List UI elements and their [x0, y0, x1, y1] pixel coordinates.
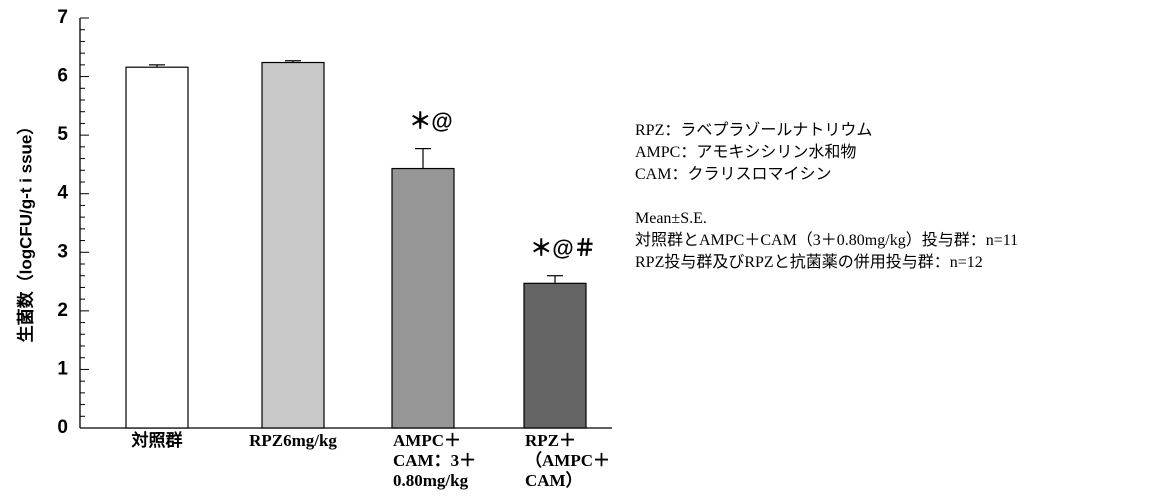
y-tick-label: 5: [57, 124, 68, 145]
x-category-label: RPZ6mg/kg: [249, 431, 337, 450]
bar-chart: 生菌数（logCFU/g-t i ssue） 0 1 2 3 4 5 6 7 ＊@ ＊@＃ 対照…: [15, 7, 612, 490]
bar: [125, 66, 189, 429]
y-tick-label: 7: [57, 7, 68, 28]
x-category-label: 対照群: [131, 430, 183, 450]
stats-line: RPZ投与群及びRPZと抗菌薬の併用投与群：n=12: [635, 254, 983, 271]
stats-line: 対照群とAMPC＋CAM（3＋0.80mg/kg）投与群：n=11: [635, 232, 1019, 249]
y-tick-label: 2: [57, 300, 68, 321]
abbreviation-line: AMPC：アモキシシリン水和物: [635, 144, 857, 161]
x-category-label: AMPC＋: [393, 431, 461, 450]
category-labels: 対照群 RPZ6mg/kg AMPC＋CAM：3＋0.80mg/kg RPZ＋（AMP…: [131, 430, 610, 490]
y-tick-label: 0: [57, 417, 68, 438]
bar: [261, 61, 325, 429]
y-tick-label: 1: [57, 358, 68, 379]
legend: RPZ：ラベプラゾールナトリウム AMPC：アモキシシリン水和物 CAM：クラリ…: [635, 120, 1150, 274]
y-tick-label: 4: [57, 183, 68, 204]
x-category-label: RPZ＋: [525, 431, 576, 450]
x-category-label: CAM）: [525, 470, 583, 490]
bars: ＊@ ＊@＃: [125, 60, 596, 429]
abbreviation-line: CAM：クラリスロマイシン: [635, 166, 832, 183]
legend-spacer: [635, 186, 1150, 208]
bar: [523, 282, 587, 429]
y-tick-label: 3: [57, 241, 68, 262]
significance-mark: ＊@＃: [530, 236, 595, 261]
stats-line: Mean±S.E.: [635, 210, 707, 227]
x-category-label: CAM：3＋: [393, 451, 476, 470]
y-axis-title-group: 生菌数（logCFU/g-t i ssue）: [15, 118, 35, 343]
bar: [391, 167, 455, 429]
abbreviation-line: RPZ：ラベプラゾールナトリウム: [635, 122, 873, 139]
x-category-label: （AMPC＋: [525, 450, 610, 470]
significance-mark: ＊@: [409, 109, 452, 134]
y-tick-label: 6: [57, 66, 68, 87]
x-category-label: 0.80mg/kg: [393, 471, 469, 490]
y-axis-title: 生菌数（logCFU/g-t i ssue）: [15, 118, 35, 343]
